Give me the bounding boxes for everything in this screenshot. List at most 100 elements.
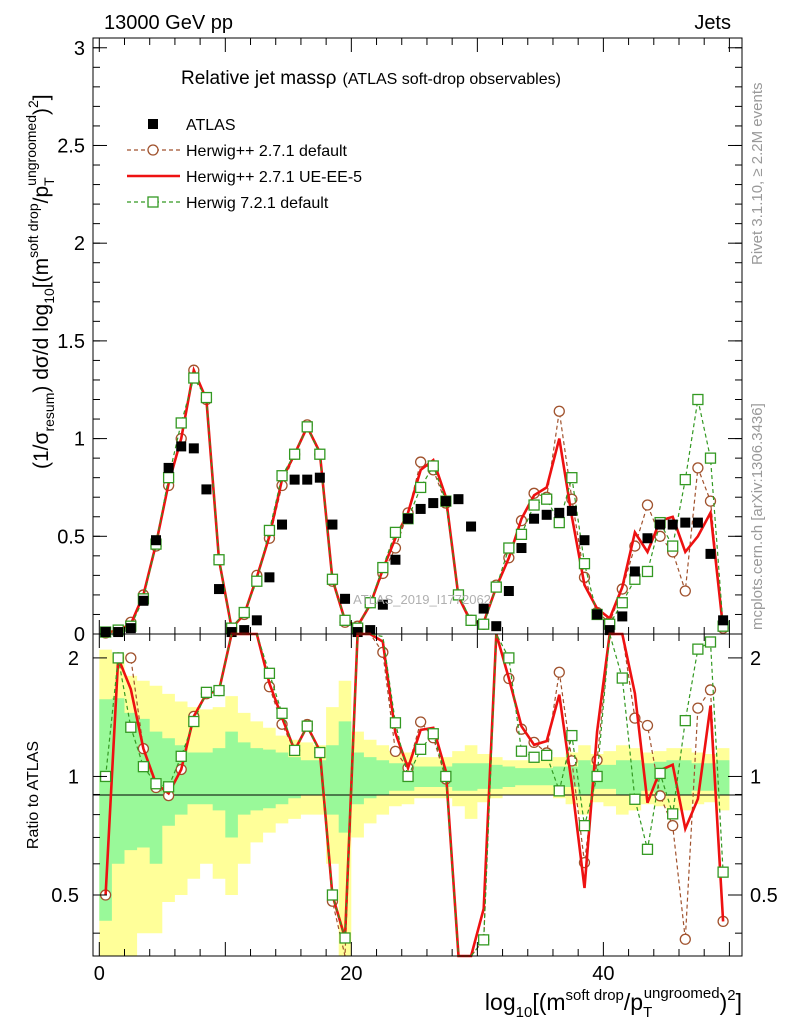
ratio-point-herwig-7-2-1-default — [175, 750, 187, 762]
point-herwig-7-2-1-default — [238, 606, 250, 619]
ratio-point-herwig-7-2-1-default — [667, 808, 679, 820]
point-atlas — [667, 519, 678, 530]
point-atlas — [440, 496, 451, 507]
ratio-point-herwig-7-2-1-default — [301, 720, 313, 732]
rivet-version-label: Rivet 3.1.10, ≥ 2.2M events — [749, 83, 766, 266]
point-atlas — [125, 623, 136, 634]
ratio-y-tick-label-right: 1 — [750, 766, 761, 788]
point-atlas — [365, 625, 376, 636]
ratio-point-herwig-7-2-1-default — [478, 934, 490, 946]
point-herwig-7-2-1-default — [276, 470, 288, 482]
point-atlas — [529, 513, 540, 524]
uncertainty-band-outer — [99, 649, 730, 956]
point-atlas — [264, 572, 275, 583]
point-herwig-7-2-1-default — [326, 573, 339, 585]
legend-entry-herwig-2-7-1-default: Herwig++ 2.7.1 default — [127, 143, 348, 160]
y-tick-label: 2 — [74, 233, 85, 255]
ratio-point-herwig-7-2-1-default — [314, 746, 326, 759]
ratio-point-herwig-2-7-1-default — [415, 716, 427, 728]
ratio-point-herwig-7-2-1-default — [188, 715, 200, 728]
ratio-point-herwig-7-2-1-default — [137, 761, 150, 773]
ratio-point-herwig-7-2-1-default — [112, 652, 124, 664]
point-herwig-7-2-1-default — [541, 493, 553, 505]
point-atlas — [188, 443, 199, 454]
point-atlas — [554, 507, 565, 518]
point-herwig-7-2-1-default — [490, 581, 502, 593]
point-atlas — [453, 494, 464, 505]
ratio-line-herwig-7-2-1-default — [105, 631, 724, 957]
ratio-point-herwig-7-2-1-default — [679, 714, 691, 727]
ratio-y-tick-label-right: 0.5 — [750, 885, 778, 907]
point-atlas — [176, 441, 187, 452]
point-herwig-7-2-1-default — [251, 575, 263, 587]
ratio-point-herwig-7-2-1-default — [276, 707, 288, 719]
ratio-point-herwig-2-7-1-default — [389, 745, 402, 758]
ratio-point-herwig-7-2-1-default — [566, 729, 578, 742]
ratio-point-herwig-7-2-1-default — [641, 843, 654, 855]
ratio-point-herwig-7-2-1-default — [515, 745, 528, 757]
ratio-point-herwig-7-2-1-default — [616, 672, 628, 684]
point-atlas — [214, 584, 225, 595]
point-atlas — [302, 474, 313, 485]
point-atlas — [491, 621, 502, 632]
legend-label: Herwig++ 2.7.1 UE-EE-5 — [186, 169, 362, 186]
point-atlas — [289, 474, 300, 485]
point-herwig-2-7-1-default — [692, 462, 704, 474]
ratio-point-herwig-7-2-1-default — [427, 728, 439, 740]
point-atlas — [566, 505, 577, 516]
legend-marker — [148, 119, 158, 129]
ratio-point-herwig-7-2-1-default — [578, 820, 591, 832]
legend-entry-herwig-2-7-1-ue-ee-5: Herwig++ 2.7.1 UE-EE-5 — [127, 169, 362, 186]
point-atlas — [629, 566, 640, 577]
series-line-herwig-2-7-1-ue-ee-5 — [105, 365, 725, 635]
main-panel: 0 0.5 1 1.5 2 2.5 3 ATLAS_2019_I1772062 Relati… — [57, 37, 743, 646]
ratio-y-tick-label: 1 — [68, 766, 79, 788]
ratio-point-herwig-7-2-1-default — [503, 652, 515, 664]
point-herwig-7-2-1-default — [364, 597, 376, 609]
point-herwig-7-2-1-default — [515, 528, 528, 540]
y-tick-label: 0 — [74, 624, 85, 646]
legend-label: Herwig++ 2.7.1 default — [186, 143, 348, 160]
ratio-y-tick-label: 0.5 — [51, 885, 79, 907]
ratio-point-herwig-7-2-1-default — [704, 636, 717, 648]
point-herwig-7-2-1-default — [578, 558, 591, 570]
point-herwig-2-7-1-default — [415, 456, 427, 468]
ratio-point-herwig-7-2-1-default — [692, 643, 704, 655]
point-herwig-7-2-1-default — [288, 448, 301, 460]
ratio-point-herwig-7-2-1-default — [541, 749, 553, 762]
ratio-point-herwig-7-2-1-default — [326, 889, 339, 901]
point-atlas — [201, 484, 212, 495]
ratio-point-herwig-2-7-1-default — [641, 719, 654, 732]
point-herwig-7-2-1-default — [679, 473, 691, 486]
point-atlas — [617, 611, 628, 622]
point-herwig-7-2-1-default — [641, 565, 654, 578]
point-atlas — [163, 462, 174, 473]
legend: ATLAS Herwig++ 2.7.1 default Herwig++ 2.7.… — [127, 117, 362, 212]
point-atlas — [100, 627, 111, 638]
point-atlas — [113, 627, 124, 638]
point-atlas — [655, 519, 666, 530]
point-atlas — [428, 498, 439, 509]
point-atlas — [277, 519, 288, 530]
point-herwig-2-7-1-default — [641, 499, 654, 511]
point-atlas — [226, 627, 237, 638]
point-atlas — [239, 625, 250, 636]
ratio-y-tick-label: 2 — [68, 648, 79, 670]
point-atlas — [592, 609, 603, 620]
ratio-point-herwig-7-2-1-default — [553, 785, 565, 797]
point-herwig-7-2-1-default — [377, 561, 389, 574]
point-herwig-7-2-1-default — [188, 372, 200, 384]
point-atlas — [390, 554, 401, 565]
point-atlas — [151, 535, 162, 546]
point-herwig-7-2-1-default — [389, 526, 402, 539]
point-atlas — [251, 615, 262, 626]
point-herwig-7-2-1-default — [566, 472, 578, 484]
ratio-point-herwig-2-7-1-default — [692, 702, 704, 714]
point-atlas — [642, 533, 653, 544]
ratio-point-herwig-7-2-1-default — [591, 770, 603, 783]
legend-marker — [147, 144, 159, 156]
y-tick-label: 3 — [74, 38, 85, 60]
ratio-point-herwig-7-2-1-default — [150, 778, 162, 790]
chart-title-main: Relative jet massρ — [181, 68, 337, 89]
point-atlas — [604, 625, 615, 636]
